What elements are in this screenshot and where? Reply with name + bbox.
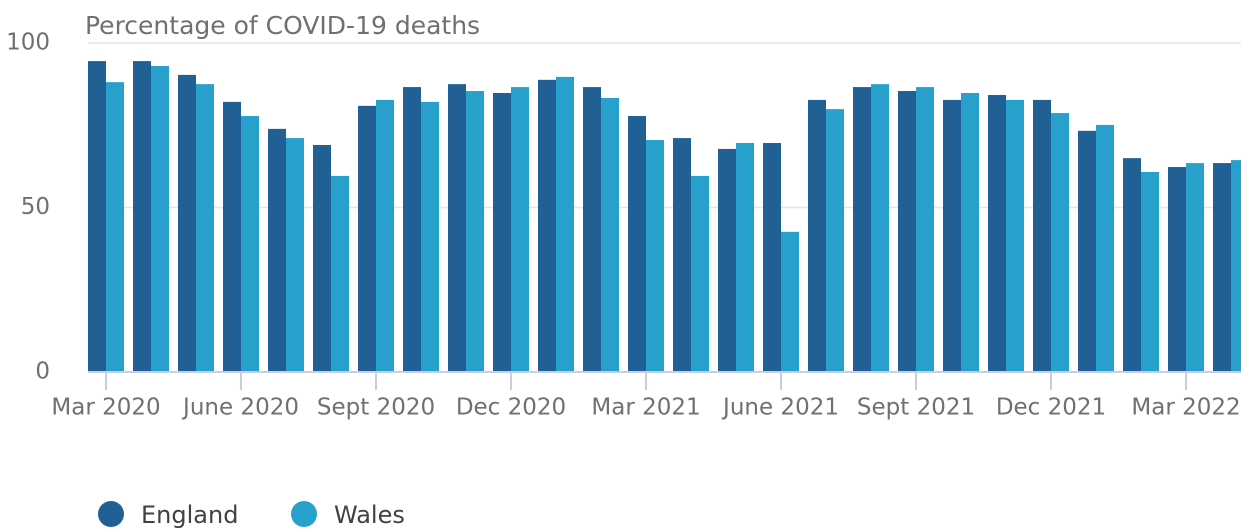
y-tick-label: 50: [21, 194, 50, 220]
bar: [808, 99, 826, 373]
y-tick-label: 100: [6, 30, 50, 56]
bar: [988, 94, 1006, 373]
bar: [1078, 130, 1096, 372]
bar: [1033, 99, 1051, 373]
bar: [1123, 158, 1141, 372]
bar: [493, 93, 511, 373]
bar: [151, 66, 169, 372]
bar: [88, 61, 106, 372]
bar: [268, 128, 286, 372]
bar: [358, 105, 376, 373]
bar: [466, 91, 484, 372]
bar: [313, 144, 331, 372]
bar: [403, 87, 421, 372]
legend-label: Wales: [334, 501, 405, 529]
bar: [736, 143, 754, 372]
legend-swatch: [291, 501, 317, 527]
x-tick-label: June 2021: [721, 395, 839, 421]
y-tick-label: 0: [35, 359, 50, 385]
bar: [1231, 160, 1241, 372]
bar: [853, 87, 871, 372]
bar: [133, 61, 151, 372]
x-tick-label: June 2020: [181, 395, 299, 421]
x-tick-label: Mar 2021: [591, 395, 700, 421]
x-tick-label: Dec 2021: [996, 395, 1106, 421]
bar: [673, 138, 691, 372]
bar: [556, 76, 574, 373]
bar: [646, 140, 664, 372]
bar: [538, 79, 556, 373]
bar: [241, 116, 259, 373]
bar: [718, 148, 736, 372]
bar: [421, 101, 439, 373]
bar: [223, 101, 241, 373]
legend-swatch: [98, 501, 124, 527]
x-tick-label: Dec 2020: [456, 395, 566, 421]
bar: [106, 82, 124, 372]
bar: [628, 116, 646, 373]
bar: [871, 84, 889, 372]
bar: [448, 84, 466, 372]
axis-title: Percentage of COVID-19 deaths: [85, 11, 480, 40]
x-tick-label: Sept 2021: [857, 395, 975, 421]
bar: [691, 175, 709, 372]
bar: [511, 87, 529, 372]
bar: [898, 91, 916, 372]
legend-label: England: [141, 501, 238, 529]
x-tick-label: Sept 2020: [317, 395, 435, 421]
bar: [1141, 171, 1159, 372]
bar: [286, 138, 304, 372]
bar: [196, 84, 214, 372]
bar: [1186, 163, 1204, 372]
bar: [331, 175, 349, 372]
bar: [961, 93, 979, 373]
bar: [1006, 99, 1024, 373]
bar: [781, 231, 799, 372]
bar: [178, 74, 196, 373]
bar: [1051, 113, 1069, 373]
bar: [1096, 124, 1114, 373]
bar: [763, 143, 781, 372]
bar: [826, 109, 844, 372]
bar: [916, 87, 934, 372]
x-tick-label: Mar 2020: [51, 395, 160, 421]
x-tick-label: Mar 2022: [1131, 395, 1240, 421]
bar: [943, 99, 961, 373]
bar: [1213, 163, 1231, 372]
bar: [583, 87, 601, 372]
bar: [1168, 167, 1186, 372]
bar: [376, 99, 394, 373]
bar: [601, 97, 619, 373]
